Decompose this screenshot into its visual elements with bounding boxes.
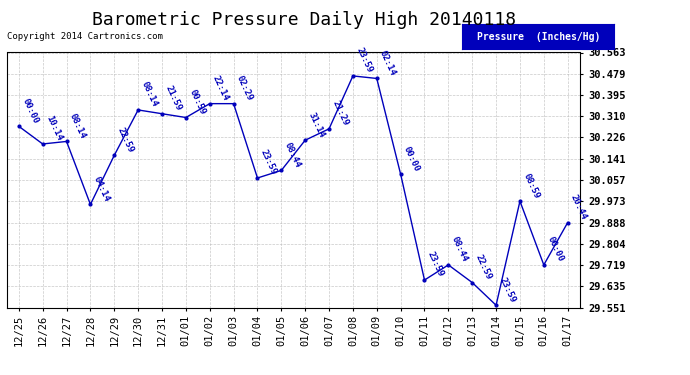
Text: Barometric Pressure Daily High 20140118: Barometric Pressure Daily High 20140118 bbox=[92, 11, 515, 29]
Text: Pressure  (Inches/Hg): Pressure (Inches/Hg) bbox=[477, 32, 600, 42]
Text: 21:59: 21:59 bbox=[164, 84, 183, 112]
Text: 20:44: 20:44 bbox=[569, 193, 589, 221]
Text: 08:44: 08:44 bbox=[283, 141, 302, 169]
Text: 22:59: 22:59 bbox=[473, 253, 493, 281]
Text: 00:00: 00:00 bbox=[545, 236, 564, 264]
Text: 23:59: 23:59 bbox=[259, 148, 278, 177]
Text: 00:00: 00:00 bbox=[402, 145, 422, 173]
Text: 00:00: 00:00 bbox=[20, 97, 40, 125]
Text: 08:14: 08:14 bbox=[68, 112, 88, 140]
Text: 08:44: 08:44 bbox=[450, 236, 469, 264]
Text: 02:14: 02:14 bbox=[378, 49, 397, 77]
Text: 10:14: 10:14 bbox=[44, 114, 63, 142]
Text: 21:29: 21:29 bbox=[331, 99, 350, 128]
Text: 00:59: 00:59 bbox=[187, 88, 207, 116]
Text: 02:29: 02:29 bbox=[235, 74, 255, 102]
Text: 31:14: 31:14 bbox=[306, 111, 326, 139]
Text: 22:59: 22:59 bbox=[116, 126, 135, 154]
Text: 08:59: 08:59 bbox=[522, 172, 541, 200]
Text: 22:14: 22:14 bbox=[211, 74, 230, 102]
Text: Copyright 2014 Cartronics.com: Copyright 2014 Cartronics.com bbox=[7, 32, 163, 41]
Text: 23:59: 23:59 bbox=[497, 276, 517, 304]
Text: 04:14: 04:14 bbox=[92, 175, 111, 203]
Text: 23:59: 23:59 bbox=[354, 46, 374, 75]
Text: 08:14: 08:14 bbox=[139, 80, 159, 108]
Text: 23:59: 23:59 bbox=[426, 251, 446, 279]
